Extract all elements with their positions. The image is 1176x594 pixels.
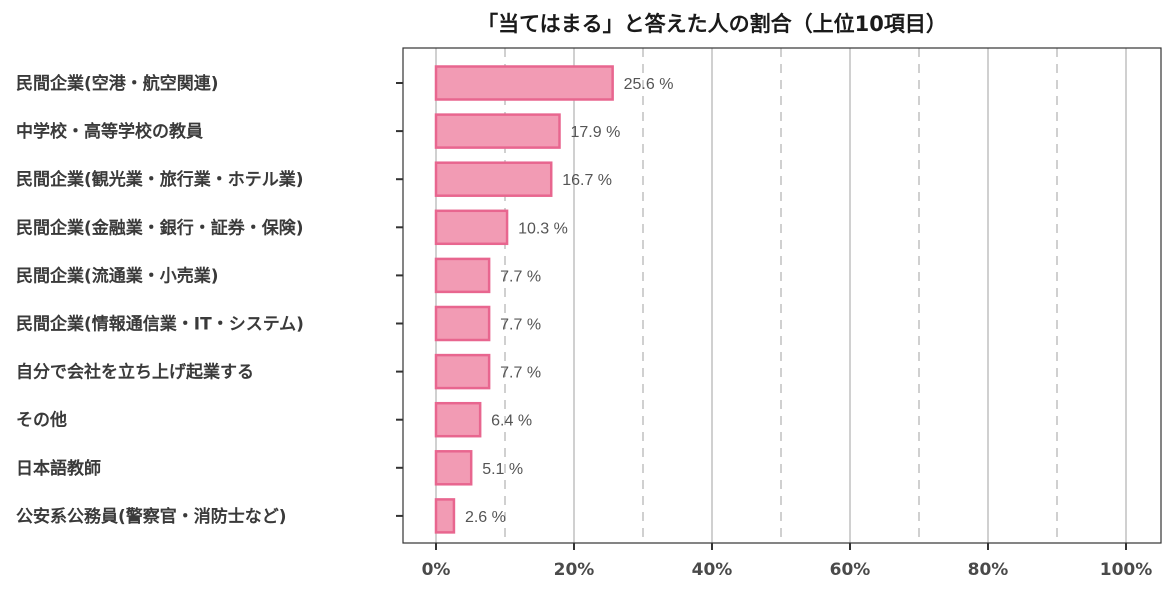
bar-0 — [434, 65, 614, 101]
value-label-2: 16.7 % — [562, 172, 612, 189]
bar-2 — [434, 161, 553, 197]
category-label-5: 民間企業(情報通信業・IT・システム) — [16, 314, 304, 335]
x-tick-label-4: 80% — [968, 560, 1009, 580]
category-label-0: 民間企業(空港・航空関連) — [16, 73, 219, 94]
value-label-7: 6.4 % — [491, 413, 532, 430]
category-label-2: 民間企業(観光業・旅行業・ホテル業) — [16, 169, 304, 190]
value-label-3: 10.3 % — [518, 220, 568, 237]
value-label-1: 17.9 % — [571, 124, 621, 141]
bar-1 — [434, 113, 561, 149]
value-label-6: 7.7 % — [500, 365, 541, 382]
axis-layer: 民間企業(空港・航空関連) 中学校・高等学校の教員民間企業(観光業・旅行業・ホテル… — [16, 73, 1152, 580]
value-label-9: 2.6 % — [465, 509, 506, 526]
category-label-9: 公安系公務員(警察官・消防士など) — [16, 506, 287, 527]
x-tick-label-1: 20% — [554, 560, 595, 580]
category-label-6: 自分で会社を立ち上げ起業する — [16, 362, 254, 383]
grid-layer — [435, 48, 1127, 543]
category-label-7: その他 — [16, 410, 67, 431]
bar-4 — [434, 257, 491, 294]
value-label-0: 25.6 % — [624, 76, 674, 93]
bar-5 — [434, 305, 491, 342]
value-label-4: 7.7 % — [500, 268, 541, 285]
plot-panel-border — [402, 47, 1162, 544]
bar-layer — [434, 65, 614, 534]
label-layer: 25.6 % 17.9 % 16.7 % 10.3 % 7.7 % 7.7 % 7.7 % 6… — [465, 76, 674, 526]
bar-7 — [434, 401, 482, 438]
x-tick-label-2: 40% — [692, 560, 733, 580]
x-tick-label-5: 100% — [1100, 560, 1153, 580]
bar-9 — [434, 498, 456, 534]
x-tick-label-3: 60% — [830, 560, 871, 580]
category-label-1: 中学校・高等学校の教員 — [16, 121, 203, 142]
x-tick-label-0: 0% — [422, 560, 451, 580]
category-label-4: 民間企業(流通業・小売業) — [16, 265, 219, 286]
bar-3 — [434, 209, 509, 246]
category-label-3: 民間企業(金融業・銀行・証券・保険) — [16, 217, 304, 238]
bar-8 — [434, 450, 473, 486]
value-label-5: 7.7 % — [500, 317, 541, 334]
category-label-8: 日本語教師 — [16, 458, 101, 479]
chart-title: 「当てはまる」と答えた人の割合（上位10項目） — [477, 12, 947, 36]
bar-6 — [434, 353, 491, 390]
value-label-8: 5.1 % — [482, 461, 523, 478]
